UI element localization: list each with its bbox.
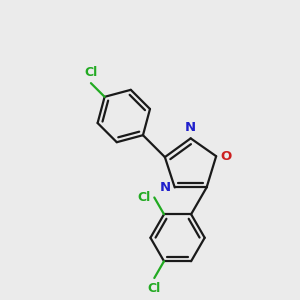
Text: N: N (185, 122, 196, 134)
Text: Cl: Cl (84, 66, 98, 79)
Text: Cl: Cl (148, 282, 161, 295)
Text: N: N (160, 181, 171, 194)
Text: O: O (220, 150, 231, 163)
Text: Cl: Cl (137, 191, 150, 204)
